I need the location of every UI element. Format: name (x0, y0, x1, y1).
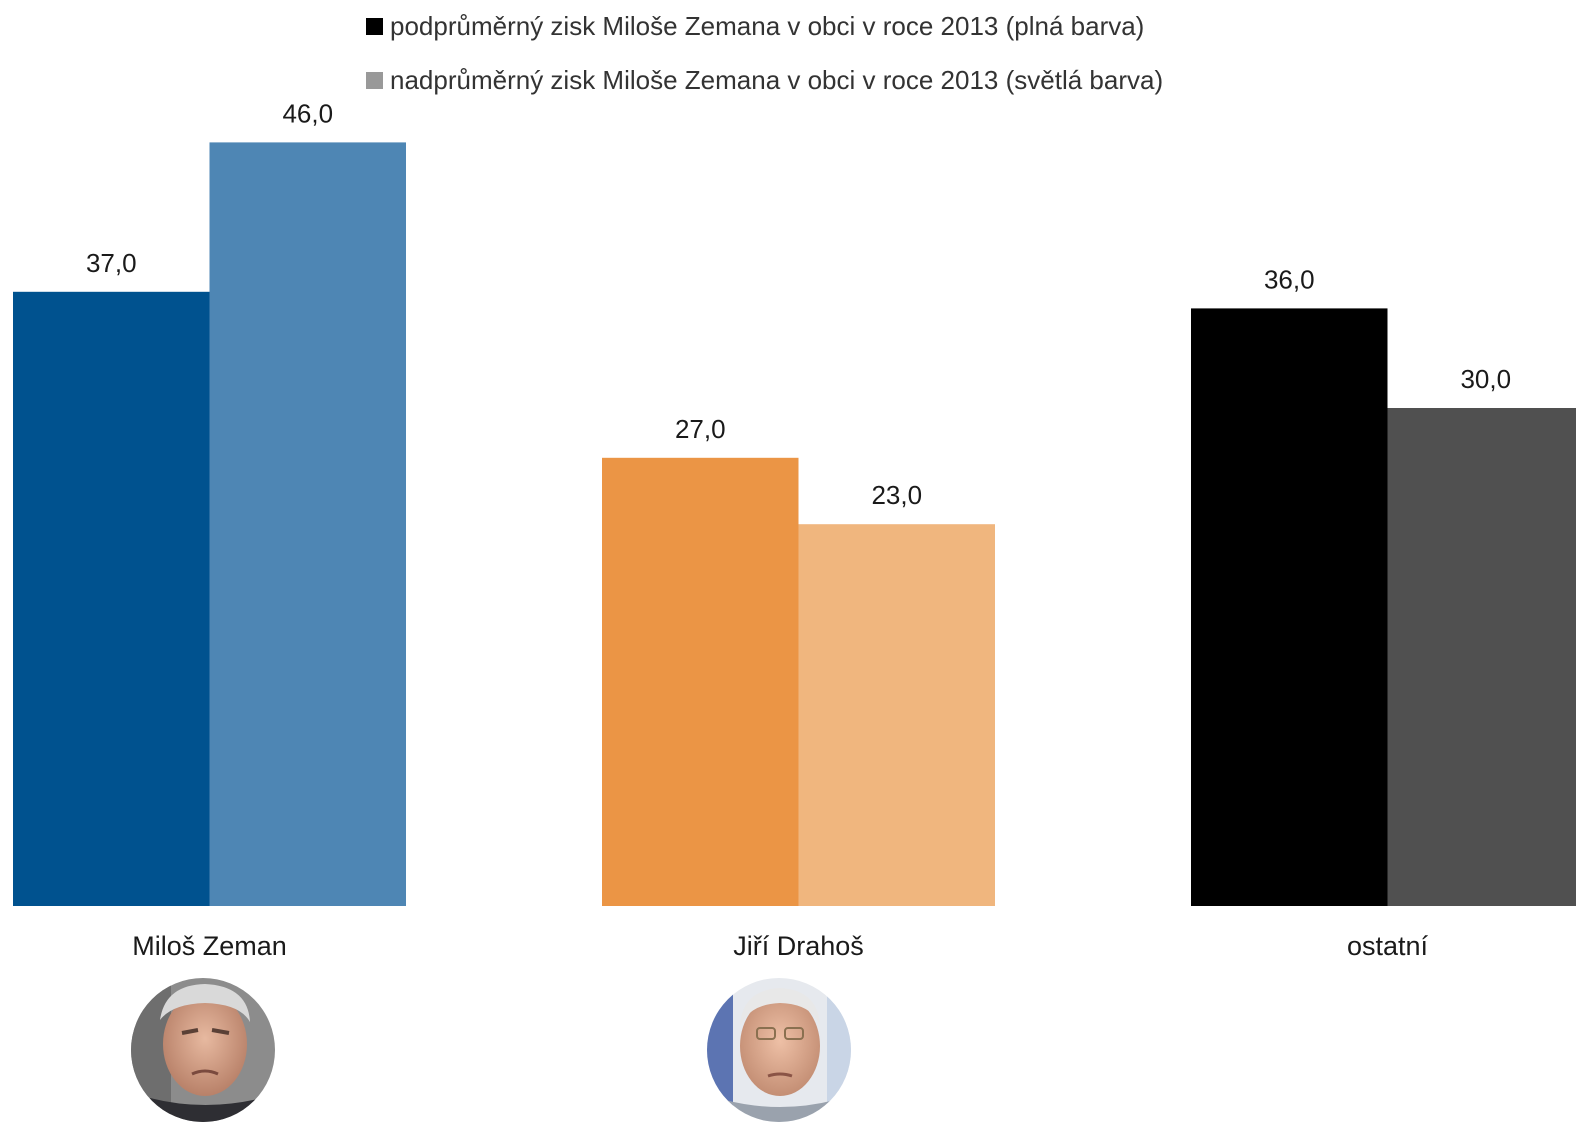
bar-2-series-1 (602, 457, 799, 906)
bar-2-series-2 (798, 524, 995, 906)
category-label: Jiří Drahoš (733, 931, 864, 961)
bar-3-series-1 (1191, 308, 1388, 906)
data-label: 30,0 (1460, 364, 1511, 394)
category-label: Miloš Zeman (132, 931, 287, 961)
data-label: 36,0 (1264, 264, 1315, 294)
bar-3-series-2 (1387, 408, 1576, 906)
legend-swatch-dark (366, 17, 383, 35)
bar-1-series-1 (13, 291, 210, 906)
data-label: 27,0 (675, 414, 726, 444)
portrait-zeman-icon (131, 978, 275, 1122)
legend-swatch-light (366, 71, 383, 89)
data-label: 23,0 (871, 480, 922, 510)
category-label: ostatní (1347, 931, 1429, 961)
legend-item-above-average: nadprůměrný zisk Miloše Zemana v obci v … (366, 62, 1163, 98)
portrait-drahos-icon (707, 978, 851, 1122)
legend-label: nadprůměrný zisk Miloše Zemana v obci v … (390, 64, 1164, 95)
chart-legend: podprůměrný zisk Miloše Zemana v obci v … (366, 8, 1163, 116)
legend-label: podprůměrný zisk Miloše Zemana v obci v … (390, 10, 1145, 41)
data-label: 37,0 (86, 248, 137, 278)
legend-item-below-average: podprůměrný zisk Miloše Zemana v obci v … (366, 8, 1163, 44)
bar-1-series-2 (209, 142, 406, 906)
data-label: 46,0 (282, 98, 333, 128)
